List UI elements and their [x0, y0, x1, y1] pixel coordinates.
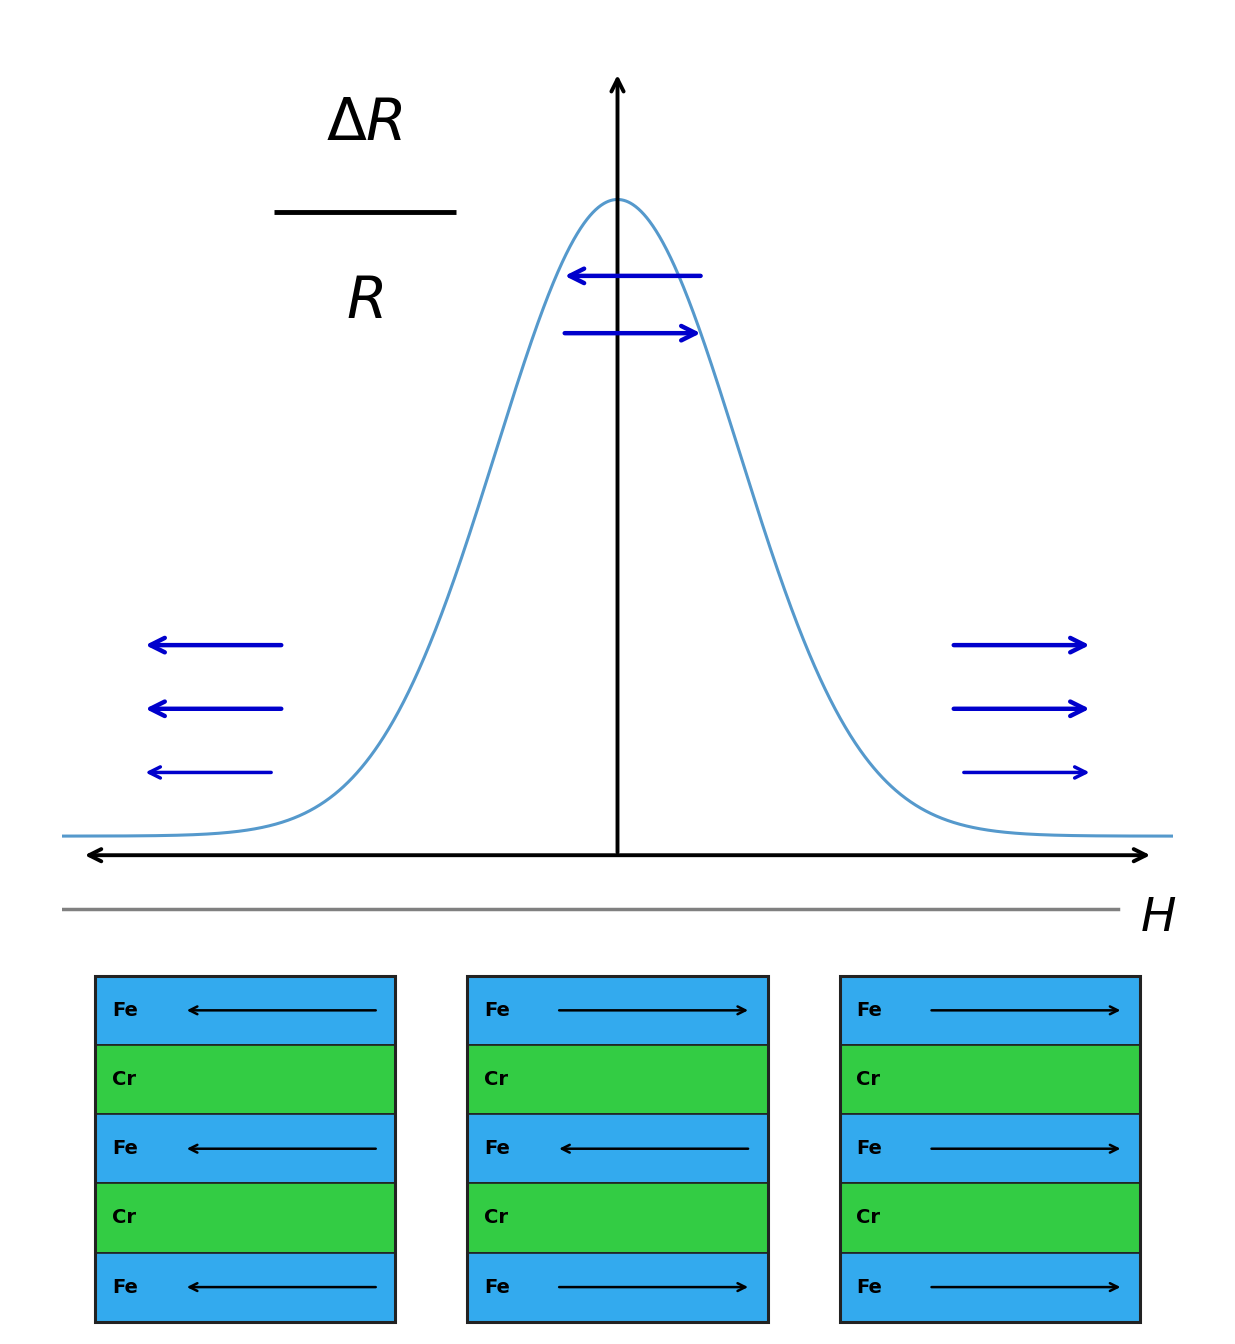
Text: Fe: Fe	[484, 1001, 510, 1020]
Text: Fe: Fe	[857, 1278, 882, 1297]
Text: Fe: Fe	[857, 1001, 882, 1020]
Bar	[95, 1183, 395, 1253]
Bar	[95, 1044, 395, 1114]
Text: $R$: $R$	[346, 273, 383, 329]
Bar	[467, 1253, 767, 1321]
Text: Fe: Fe	[111, 1140, 137, 1159]
Text: Fe: Fe	[111, 1001, 137, 1020]
Text: $\Delta R$: $\Delta R$	[326, 94, 404, 152]
Bar	[95, 1114, 395, 1183]
Bar	[840, 976, 1140, 1321]
Bar	[467, 976, 767, 1321]
Bar	[95, 1253, 395, 1321]
Bar	[467, 976, 767, 1044]
Bar	[840, 1183, 1140, 1253]
Bar	[467, 1114, 767, 1183]
Text: $H$: $H$	[1140, 895, 1176, 941]
Bar	[467, 1044, 767, 1114]
Bar	[95, 976, 395, 1044]
Bar	[840, 976, 1140, 1044]
Text: Cr: Cr	[857, 1208, 881, 1227]
Text: Cr: Cr	[111, 1208, 136, 1227]
Text: Cr: Cr	[111, 1070, 136, 1089]
Text: Fe: Fe	[857, 1140, 882, 1159]
Text: Cr: Cr	[484, 1070, 508, 1089]
Text: Fe: Fe	[484, 1278, 510, 1297]
Bar	[467, 1183, 767, 1253]
Text: Fe: Fe	[484, 1140, 510, 1159]
Bar	[95, 976, 395, 1321]
Bar	[840, 1114, 1140, 1183]
Text: Cr: Cr	[857, 1070, 881, 1089]
Bar	[840, 1044, 1140, 1114]
Bar	[840, 1253, 1140, 1321]
Text: Cr: Cr	[484, 1208, 508, 1227]
Text: Fe: Fe	[111, 1278, 137, 1297]
